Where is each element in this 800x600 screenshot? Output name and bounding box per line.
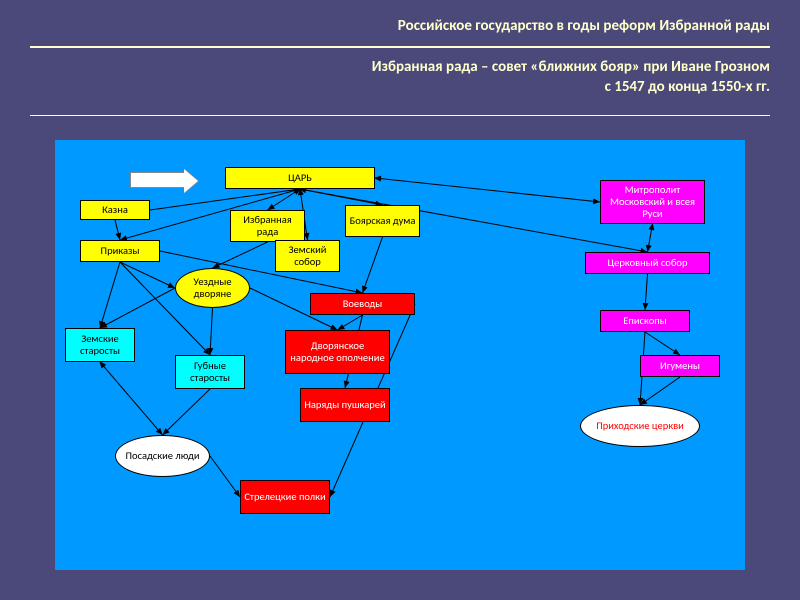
divider-line-1 [30,46,770,48]
node-prih: Приходские церкви [580,405,700,447]
title-line-1: Российское государство в годы реформ Изб… [398,17,770,35]
node-naryad: Наряды пушкарей [300,388,390,422]
node-voev: Воеводы [310,293,415,315]
node-posad: Посадские люди [115,435,210,477]
node-uezd: Уездные дворяне [175,268,250,308]
title-line-3: с 1547 до конца 1550-х гг. [605,78,770,96]
node-metrop: Митрополит Московский и всея Руси [600,180,705,224]
big-arrow-icon [130,172,185,188]
slide: Российское государство в годы реформ Изб… [0,0,800,600]
node-tsar: ЦАРЬ [225,167,375,189]
node-zemsob: Земский собор [275,240,340,272]
node-dvopol: Дворянское народное ополчение [285,330,390,374]
slide-title: Российское государство в годы реформ Изб… [0,16,800,97]
title-line-2: Избранная рада – совет «ближних бояр» пр… [372,58,770,76]
slide-header: Российское государство в годы реформ Изб… [0,0,800,115]
node-igum: Игумены [640,355,720,377]
node-gstar: Губные старосты [175,355,245,389]
node-episk: Епископы [600,310,690,332]
divider-line-2 [30,115,770,116]
node-prikazy: Приказы [80,240,160,262]
node-csobor: Церковный собор [585,252,710,274]
node-izbrada: Избранная рада [230,210,305,242]
node-bduma: Боярская дума [345,205,420,237]
node-strel: Стрелецкие полки [240,480,330,514]
node-zstar: Земские старосты [65,328,135,362]
node-kazna: Казна [80,200,150,220]
